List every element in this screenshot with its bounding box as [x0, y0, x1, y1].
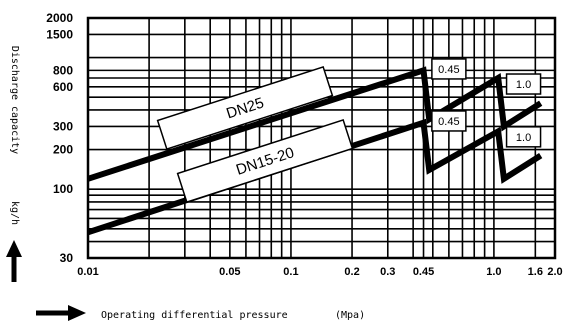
grid [86, 16, 557, 260]
x-axis-arrow-icon [36, 305, 86, 321]
x-tick-label: 1.0 [486, 266, 501, 278]
y-tick-label: 600 [53, 80, 73, 94]
y-axis-arrow-icon [6, 240, 22, 282]
y-tick-label: 1500 [46, 27, 73, 41]
series-lines [87, 66, 543, 236]
series-label-frame [156, 66, 334, 150]
pressure-label-box [505, 126, 542, 148]
x-tick-label: 0.1 [283, 266, 298, 278]
pressure-label-box [431, 110, 467, 132]
series-label-box: DN25 [156, 66, 334, 150]
series-line-dn15-20 [87, 118, 543, 236]
x-tick-label: 0.05 [219, 266, 240, 278]
x-tick-labels: 0.01 0.05 0.1 0.2 0.3 0.45 1.0 1.6 2.0 [77, 266, 562, 278]
pressure-label-box [505, 73, 542, 95]
x-axis-unit: (Mpa) [335, 310, 365, 321]
series-label-frame [176, 119, 354, 203]
y-tick-label: 2000 [46, 11, 73, 25]
pressure-label: 1.0 [516, 79, 531, 91]
x-tick-label: 0.2 [344, 266, 359, 278]
pressure-label: 0.45 [438, 116, 459, 128]
pressure-label-box [431, 58, 467, 80]
x-tick-label: 0.45 [413, 266, 434, 278]
x-tick-label: 2.0 [547, 266, 562, 278]
x-tick-label: 0.01 [77, 266, 98, 278]
y-axis-label: Discharge capacity [9, 46, 20, 154]
x-tick-label: 0.3 [380, 266, 395, 278]
y-tick-label: 200 [53, 143, 73, 157]
y-tick-label: 30 [60, 251, 74, 265]
x-tick-label: 1.6 [528, 266, 543, 278]
pressure-label: 0.45 [438, 64, 459, 76]
y-tick-label: 100 [53, 182, 73, 196]
y-tick-label: 300 [53, 119, 73, 133]
y-tick-label: 800 [53, 63, 73, 77]
y-tick-labels: 30 100 200 300 600 800 1500 2000 [46, 11, 73, 265]
series-line-dn25 [87, 66, 543, 182]
x-axis-label: Operating differential pressure [101, 310, 288, 321]
pressure-label: 1.0 [516, 132, 531, 144]
plot-frame [86, 16, 557, 260]
y-axis-unit: kg/h [9, 201, 20, 225]
